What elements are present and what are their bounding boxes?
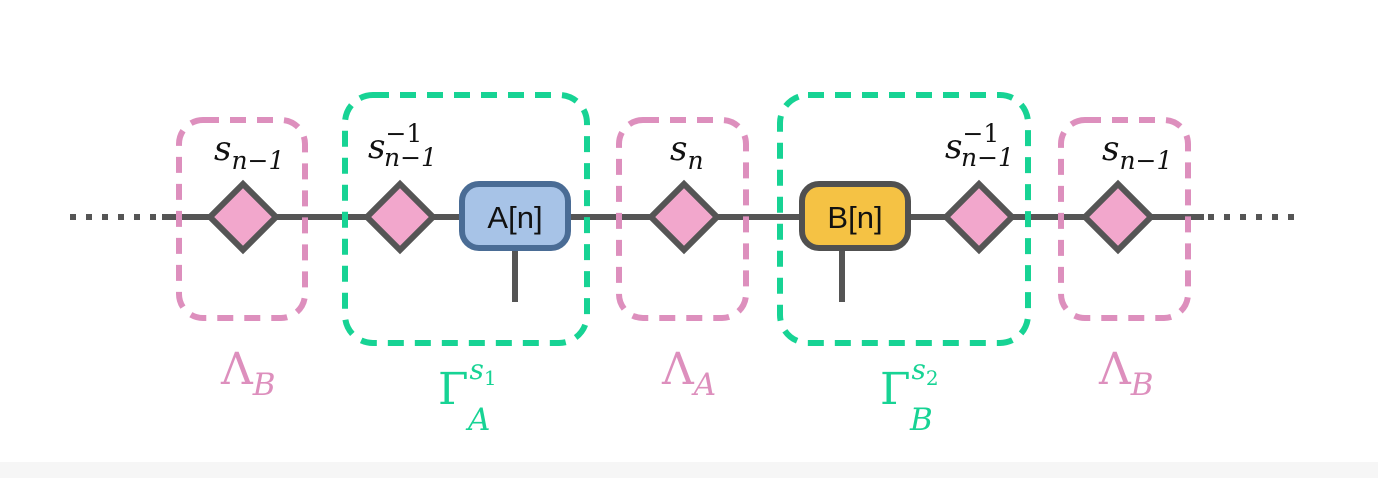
physical-legs: [512, 240, 845, 302]
region-label-lambda-a: ΛA: [661, 344, 716, 403]
diamond-icon: [941, 179, 1017, 255]
region-boxes: [176, 92, 1191, 346]
gamma-b-box: [777, 92, 1031, 346]
symbol-label-4: s−1: [945, 119, 999, 167]
symbol-label-4-sub: n−1: [961, 143, 1014, 172]
tensor-node-a: A[n]: [459, 181, 571, 251]
diamond-icon: [205, 179, 281, 255]
region-labels: ΛB Γs1 A ΛA Γs2 B ΛB: [220, 344, 1154, 438]
tensor-node-b-label: B[n]: [827, 200, 882, 235]
diamond-icon: [362, 179, 438, 255]
lambda-b-right-box: [1058, 117, 1191, 321]
tensor-node-a-label: A[n]: [487, 200, 542, 235]
singular-value-diamonds: [205, 179, 1156, 255]
symbol-label-1: sn−1: [214, 129, 284, 175]
tensor-node-a-box: [459, 181, 571, 251]
gamma-a-box: [342, 92, 590, 346]
symbol-label-5: sn−1: [1102, 129, 1172, 175]
singular-value-labels: sn−1 s−1 n−1 sn s−1 n−1 sn−1: [214, 119, 1172, 175]
tensor-node-b-box: [799, 181, 911, 251]
tensor-node-b: B[n]: [799, 181, 911, 251]
bottom-band: [0, 462, 1378, 478]
lambda-a-box: [616, 117, 749, 321]
symbol-label-2-sub: n−1: [384, 143, 437, 172]
region-label-gamma-b-sub: B: [909, 402, 933, 438]
symbol-label-2: s−1: [368, 119, 422, 167]
diamond-icon: [1080, 179, 1156, 255]
region-label-gamma-b: Γs2: [880, 353, 939, 415]
lambda-b-left-box: [176, 117, 308, 321]
region-label-gamma-a-sub: A: [465, 402, 490, 438]
region-label-lambda-b-left: ΛB: [220, 344, 276, 403]
region-label-lambda-b-right: ΛB: [1098, 344, 1154, 403]
diamond-icon: [646, 179, 722, 255]
symbol-label-3: sn: [670, 129, 704, 175]
region-label-gamma-a: Γs1: [438, 353, 497, 415]
